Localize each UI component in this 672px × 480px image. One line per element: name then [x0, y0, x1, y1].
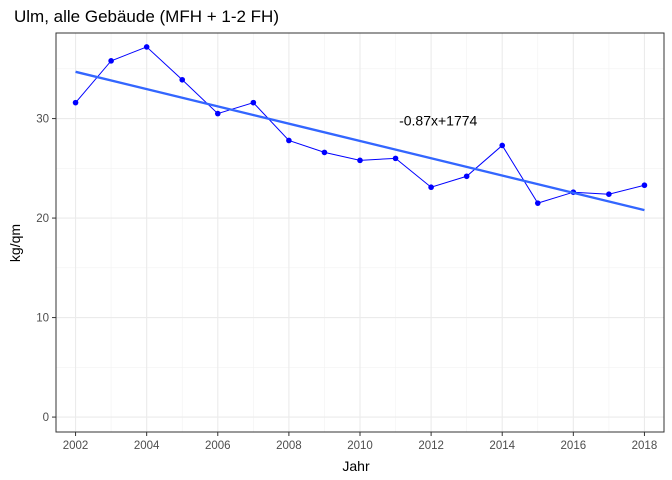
x-tick-label: 2004 [134, 440, 160, 452]
data-point [72, 99, 79, 106]
x-tick-label: 2016 [561, 440, 587, 452]
data-point [250, 99, 257, 106]
data-point [463, 173, 470, 180]
data-point [179, 76, 186, 83]
y-tick-label: 20 [36, 213, 49, 225]
x-tick-label: 2018 [632, 440, 658, 452]
x-tick-label: 2002 [63, 440, 89, 452]
data-point [606, 191, 612, 197]
x-tick-label: 2008 [276, 440, 302, 452]
data-point [143, 44, 150, 50]
data-point [499, 142, 506, 149]
data-point [392, 155, 399, 162]
trendline-layer [75, 70, 645, 212]
x-tick-label: 2010 [347, 440, 373, 452]
major-gridlines [56, 33, 664, 432]
data-point [214, 110, 221, 117]
data-point [321, 149, 328, 156]
data-point [108, 58, 114, 64]
data-point [534, 200, 541, 206]
x-tick-label: 2014 [489, 440, 515, 452]
data-point [357, 157, 363, 164]
x-tick-label: 2006 [205, 440, 231, 452]
trendline-equation: -0.87x+1774 [399, 113, 477, 129]
x-axis-title: Jahr [342, 458, 370, 474]
y-axis-title: kg/qm [7, 224, 23, 262]
y-tick-label: 0 [43, 412, 49, 424]
y-tick-label: 30 [36, 114, 49, 126]
axis-ticks: 2002 2004 2006 2008 2010 2012 2014 2016 2018 0 10 2… [36, 114, 657, 452]
chart-title: Ulm, alle Gebäude (MFH + 1-2 FH) [14, 7, 279, 26]
data-point [428, 184, 434, 191]
trendline [75, 70, 645, 212]
x-tick-label: 2012 [418, 440, 444, 452]
data-point [286, 137, 292, 144]
data-point [641, 182, 648, 189]
y-tick-label: 10 [36, 313, 49, 325]
